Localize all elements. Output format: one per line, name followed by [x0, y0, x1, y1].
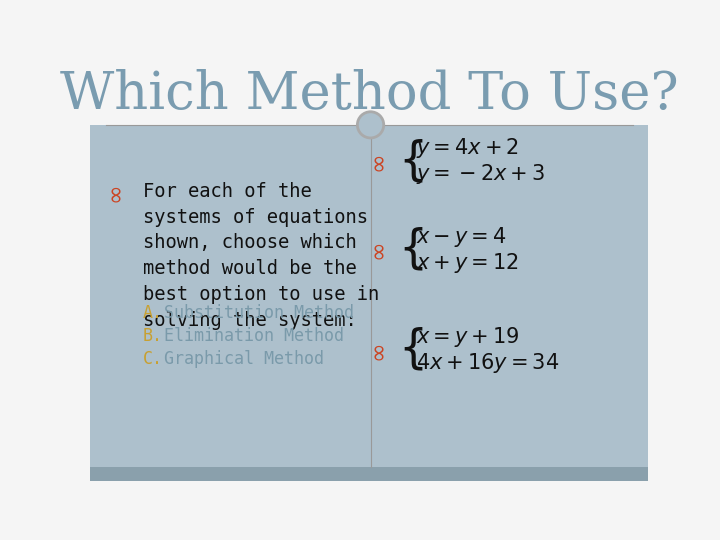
Text: B.: B. — [143, 327, 163, 345]
Text: ∞: ∞ — [366, 151, 390, 171]
Text: $\{$: $\{$ — [398, 138, 424, 185]
Text: $x = y + 19$: $x = y + 19$ — [415, 325, 519, 349]
Text: $y = -2x + 3$: $y = -2x + 3$ — [415, 162, 544, 186]
Text: $4x + 16y = 34$: $4x + 16y = 34$ — [415, 351, 559, 375]
Text: Graphical Method: Graphical Method — [164, 350, 325, 368]
Text: A.: A. — [143, 303, 163, 322]
Text: $x + y = 12$: $x + y = 12$ — [415, 251, 518, 275]
Bar — [90, 125, 648, 467]
Text: $\{$: $\{$ — [398, 226, 424, 273]
Text: Substitution Method: Substitution Method — [164, 303, 354, 322]
Text: For each of the
systems of equations
shown, choose which
method would be the
bes: For each of the systems of equations sho… — [143, 182, 379, 329]
Bar — [90, 467, 648, 481]
Text: $\{$: $\{$ — [398, 326, 424, 373]
Text: ∞: ∞ — [103, 182, 127, 201]
Text: ∞: ∞ — [366, 240, 390, 259]
Bar — [90, 65, 648, 125]
Text: $y = 4x + 2$: $y = 4x + 2$ — [415, 136, 518, 160]
Text: Elimination Method: Elimination Method — [164, 327, 344, 345]
Text: $x - y = 4$: $x - y = 4$ — [415, 225, 506, 248]
Text: Which Method To Use?: Which Method To Use? — [60, 69, 678, 120]
Text: ∞: ∞ — [366, 340, 390, 360]
Circle shape — [357, 112, 384, 138]
Text: C.: C. — [143, 350, 163, 368]
